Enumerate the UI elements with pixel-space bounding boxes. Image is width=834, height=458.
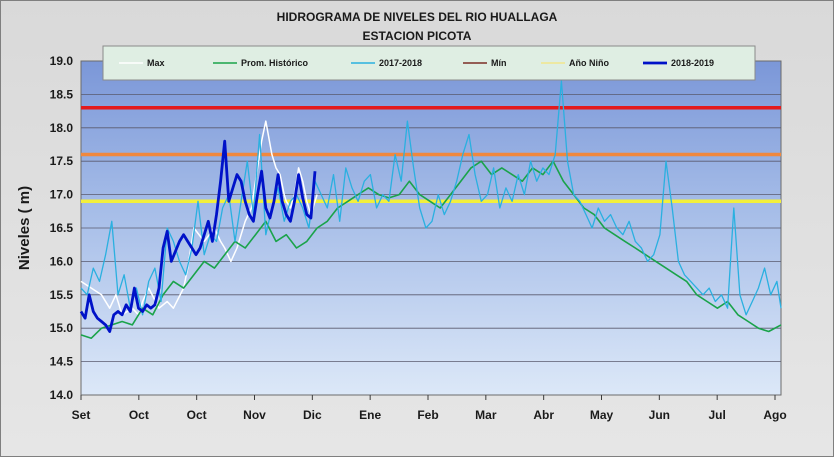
legend-label: 2017-2018 — [379, 58, 422, 68]
x-tick-label: Feb — [417, 408, 438, 422]
x-tick-label: Dic — [303, 408, 322, 422]
y-axis-label: Niveles ( m) — [16, 186, 33, 270]
series-line — [80, 160, 782, 340]
legend-label: Max — [147, 58, 165, 68]
legend: Max Prom. Histórico 2017-2018 Mín Año Niño 20… — [119, 58, 714, 68]
x-tick-label: Oct — [187, 408, 207, 422]
series-line — [80, 80, 782, 316]
x-tick-label: Oct — [129, 408, 149, 422]
x-tick-label: Jun — [649, 408, 670, 422]
y-tick-label: 14.0 — [50, 388, 74, 402]
legend-label: Mín — [491, 58, 507, 68]
chart-title: HIDROGRAMA DE NIVELES DEL RIO HUALLAGA — [277, 10, 558, 24]
series-line — [79, 139, 317, 333]
y-axis: 14.0 14.5 15.0 15.5 16.0 16.5 17.0 17.5 18.0 18.5… — [50, 54, 74, 402]
y-tick-label: 18.0 — [50, 121, 74, 135]
y-tick-label: 15.0 — [50, 321, 74, 335]
legend-label: Prom. Histórico — [241, 58, 309, 68]
x-tick-label: Nov — [243, 408, 266, 422]
chart-subtitle: ESTACION PICOTA — [363, 29, 472, 43]
y-tick-label: 15.5 — [50, 288, 74, 302]
x-tick-label: Set — [72, 408, 91, 422]
y-tick-label: 16.5 — [50, 221, 74, 235]
x-tick-label: Ago — [763, 408, 786, 422]
x-tick-label: Abr — [533, 408, 554, 422]
grid-lines — [81, 94, 781, 363]
series-lines — [79, 80, 782, 340]
x-axis: Set Oct Oct Nov Dic Ene Feb Mar Abr May Jun Jul Ago — [72, 395, 787, 422]
series-line — [80, 120, 318, 316]
x-tick-label: Mar — [475, 408, 497, 422]
y-tick-label: 18.5 — [50, 87, 74, 101]
y-tick-label: 17.0 — [50, 188, 74, 202]
y-tick-label: 17.5 — [50, 154, 74, 168]
y-tick-label: 16.0 — [50, 254, 74, 268]
x-tick-label: Jul — [708, 408, 725, 422]
y-tick-label: 14.5 — [50, 355, 74, 369]
legend-label: Año Niño — [569, 58, 609, 68]
legend-label: 2018-2019 — [671, 58, 714, 68]
x-tick-label: Ene — [359, 408, 381, 422]
y-tick-label: 19.0 — [50, 54, 74, 68]
x-tick-label: May — [590, 408, 614, 422]
